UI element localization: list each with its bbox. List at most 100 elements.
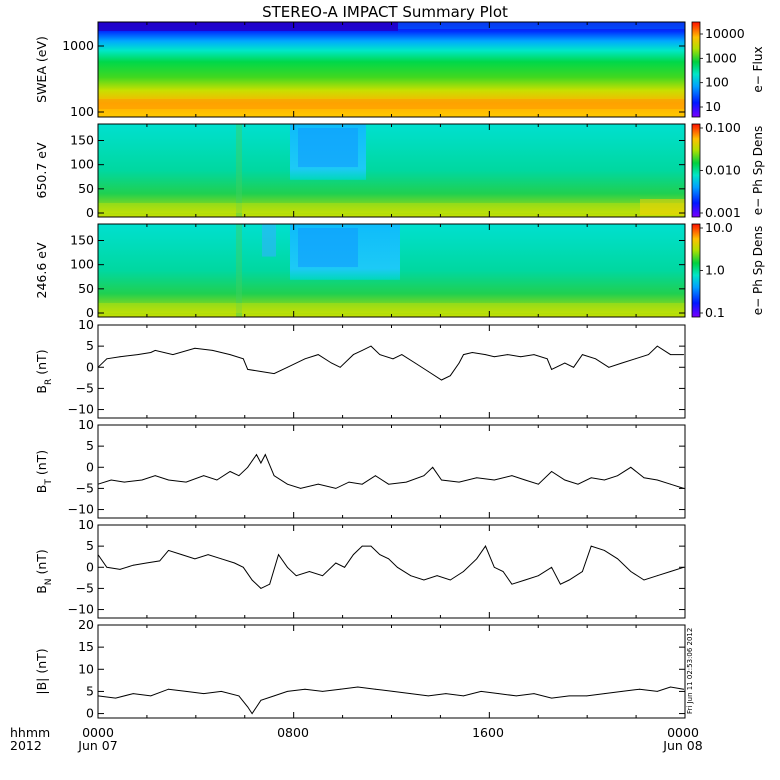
y-axis-label: 246.6 eV: [34, 242, 49, 298]
series-point: [287, 366, 288, 368]
y-tick-label: 0: [86, 205, 94, 220]
series-point: [287, 566, 288, 568]
series-point: [168, 688, 169, 690]
x-date-label: Jun 07: [77, 738, 117, 753]
series-point: [124, 481, 125, 483]
series-point: [251, 579, 253, 581]
line-panel-layer: [97, 324, 686, 719]
series-point: [445, 693, 447, 694]
series-point: [432, 466, 434, 468]
series-point: [608, 366, 610, 368]
series-point: [551, 471, 552, 472]
y-axis-label: BT (nT): [34, 450, 54, 493]
series-point: [370, 345, 372, 347]
series-point: [379, 354, 381, 355]
series-point: [238, 475, 240, 477]
series-point: [538, 483, 539, 485]
series-point: [427, 695, 429, 697]
series-point: [656, 691, 658, 692]
y-tick-label: 100: [70, 104, 94, 119]
series-point: [423, 475, 425, 477]
series-point: [590, 545, 592, 547]
series-point: [533, 354, 535, 355]
series-point: [427, 371, 429, 372]
spectrogram-pad-strahl-bright: [640, 199, 685, 215]
colorbar-tick-label: 0.001: [705, 205, 741, 220]
y-tick-label: 0: [86, 706, 94, 721]
series-point: [577, 483, 579, 485]
spectrogram-pad-depletion: [262, 224, 276, 257]
colorbar: [691, 123, 701, 218]
colorbar-label: e− Flux: [751, 46, 765, 92]
series-point: [335, 488, 337, 489]
y-tick-label: 150: [70, 233, 94, 248]
series-point: [97, 483, 99, 485]
series-point: [480, 691, 482, 692]
series-point: [648, 354, 649, 355]
series-point: [181, 554, 183, 555]
x-corner-label-hhmm: hhmm: [10, 725, 50, 740]
series-point: [388, 558, 389, 560]
series-point: [132, 693, 134, 694]
series-point: [150, 352, 152, 353]
series-point: [335, 562, 337, 564]
series-point: [370, 545, 372, 547]
spectrogram-pad-fill: [98, 124, 685, 217]
y-tick-label: 150: [70, 133, 94, 148]
series-point: [670, 483, 671, 485]
colorbar-label: e− Ph Sp Dens: [751, 226, 765, 315]
series-point: [582, 571, 583, 572]
series-point: [344, 566, 345, 568]
colorbar-tick-label: 0.100: [705, 120, 741, 135]
y-axis-label: BR (nT): [34, 349, 54, 393]
y-tick-label: 0: [86, 359, 94, 374]
series-line: [97, 345, 684, 381]
series-point: [119, 569, 121, 570]
series-point: [247, 706, 249, 708]
spectrogram-swea-low-energy-band: [98, 99, 685, 109]
series-point: [304, 688, 306, 690]
series-point: [397, 566, 398, 568]
series-point: [405, 481, 407, 483]
y-tick-label: 0: [86, 559, 94, 574]
series-point: [154, 475, 156, 477]
y-tick-label: 10: [78, 517, 94, 532]
spectrogram-pad-strahl: [98, 303, 685, 313]
series-point: [146, 562, 147, 564]
series-point: [573, 366, 574, 368]
series-point: [317, 354, 319, 355]
y-tick-label: 5: [86, 338, 94, 353]
series-point: [621, 362, 623, 364]
series-point: [331, 362, 332, 364]
series-point: [410, 693, 412, 694]
series-point: [273, 475, 275, 477]
spectrogram-swea-high-energy-band: [98, 22, 398, 31]
series-point: [493, 479, 495, 481]
series-point: [493, 566, 495, 568]
series-point: [220, 691, 222, 692]
spectrogram-layer: [98, 21, 701, 318]
series-point: [538, 575, 539, 577]
series-point: [392, 691, 394, 692]
series-point: [353, 554, 354, 555]
y-axis-label: SWEA (eV): [34, 36, 49, 103]
series-point: [150, 695, 152, 697]
series-point: [212, 350, 213, 351]
series-point: [207, 554, 209, 555]
series-point: [216, 479, 218, 481]
series-point: [278, 554, 279, 555]
y-tick-label: 10: [78, 661, 94, 676]
series-point: [234, 562, 235, 564]
colorbar-tick-label: 100: [705, 75, 729, 90]
series-point: [630, 571, 632, 572]
series-point: [132, 564, 134, 566]
series-point: [203, 475, 205, 477]
colorbar-tick-label: 10.0: [705, 220, 733, 235]
y-tick-label: −10: [68, 402, 94, 417]
series-point: [203, 693, 205, 694]
series-point: [273, 373, 275, 374]
series-point: [264, 454, 266, 455]
series-point: [110, 479, 112, 481]
spectrogram-pad-streak: [236, 224, 242, 317]
series-point: [656, 345, 658, 347]
